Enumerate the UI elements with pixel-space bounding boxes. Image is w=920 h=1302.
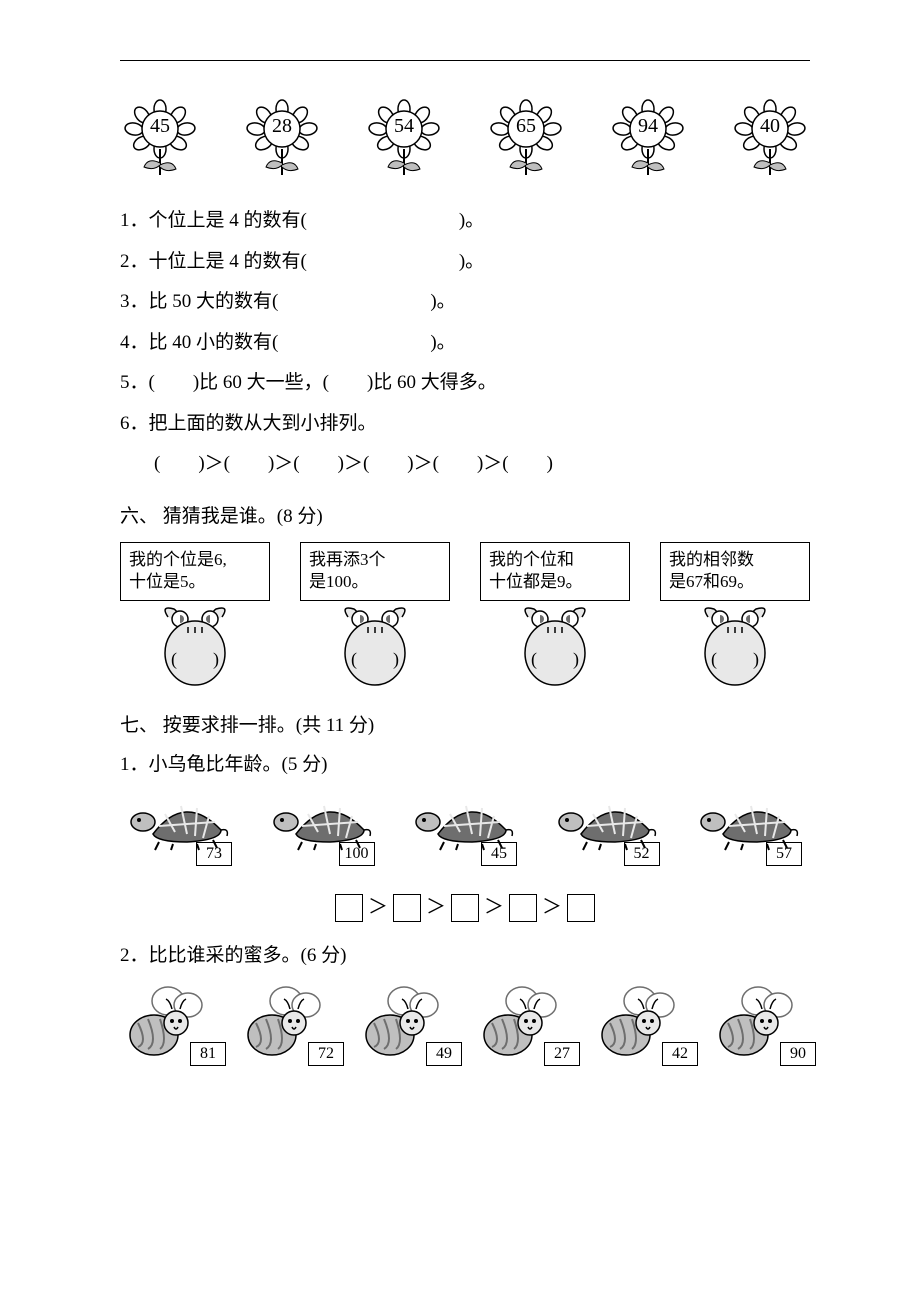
flower-item: 45	[120, 99, 200, 179]
riddle-item: 我的相邻数 是67和69。 ( )	[660, 542, 810, 689]
question-6b: ( )＞( )＞( )＞( )＞( )＞( )	[154, 450, 810, 479]
question-1: 1．个位上是 4 的数有( )。	[120, 207, 810, 236]
riddle-box: 我的个位是6, 十位是5。	[120, 542, 270, 602]
answer-box	[567, 894, 595, 922]
turtle-item: 57	[690, 792, 810, 876]
sunflower-icon	[486, 99, 566, 179]
flower-item: 54	[364, 99, 444, 179]
turtle-item: 52	[548, 792, 668, 876]
sunflower-icon	[364, 99, 444, 179]
bee-count: 90	[780, 1042, 816, 1066]
answer-box	[393, 894, 421, 922]
section-7-sub1-title: 1．小乌龟比年龄。(5 分)	[120, 751, 810, 780]
answer-box	[509, 894, 537, 922]
riddle-line: 十位都是9。	[489, 572, 583, 591]
flower-item: 28	[242, 99, 322, 179]
turtle-item: 100	[263, 792, 383, 876]
sunflower-icon	[242, 99, 322, 179]
bee-count: 27	[544, 1042, 580, 1066]
flower-item: 94	[608, 99, 688, 179]
riddle-line: 是67和69。	[669, 572, 754, 591]
frog-icon: ( )	[510, 603, 600, 688]
turtle-age: 45	[481, 842, 517, 866]
sunflower-icon	[730, 99, 810, 179]
frog-icon: ( )	[690, 603, 780, 688]
riddle-item: 我再添3个 是100。 ( )	[300, 542, 450, 689]
bee-item: 81	[120, 983, 220, 1068]
flower-value: 45	[120, 115, 200, 138]
sunflower-icon	[608, 99, 688, 179]
turtle-ordering: ＞ ＞ ＞ ＞	[120, 890, 810, 922]
frog-icon: ( )	[330, 603, 420, 688]
turtle-row: 73 100 45 52	[120, 792, 810, 876]
riddle-item: 我的个位和 十位都是9。 ( )	[480, 542, 630, 689]
svg-text:( ): ( )	[171, 649, 219, 670]
turtle-age: 100	[339, 842, 375, 866]
page-divider	[120, 60, 810, 61]
riddle-line: 是100。	[309, 572, 369, 591]
sunflower-icon	[120, 99, 200, 179]
riddle-line: 我的个位是6,	[129, 550, 227, 569]
riddle-row: 我的个位是6, 十位是5。 ( ) 我再添3个 是100。 ( )	[120, 542, 810, 689]
question-3: 3．比 50 大的数有( )。	[120, 288, 810, 317]
answer-box	[335, 894, 363, 922]
riddle-line: 十位是5。	[129, 572, 206, 591]
flower-value: 40	[730, 115, 810, 138]
svg-text:( ): ( )	[531, 649, 579, 670]
question-4: 4．比 40 小的数有( )。	[120, 329, 810, 358]
bee-item: 90	[710, 983, 810, 1068]
bee-count: 81	[190, 1042, 226, 1066]
turtle-item: 73	[120, 792, 240, 876]
turtle-age: 73	[196, 842, 232, 866]
bee-count: 42	[662, 1042, 698, 1066]
flower-item: 65	[486, 99, 566, 179]
flower-item: 40	[730, 99, 810, 179]
riddle-line: 我的相邻数	[669, 550, 754, 569]
flower-value: 94	[608, 115, 688, 138]
riddle-box: 我的个位和 十位都是9。	[480, 542, 630, 602]
bee-item: 27	[474, 983, 574, 1068]
bee-row: 81 72 49	[120, 983, 810, 1068]
riddle-line: 我再添3个	[309, 550, 386, 569]
riddle-item: 我的个位是6, 十位是5。 ( )	[120, 542, 270, 689]
flower-row: 45 28	[120, 99, 810, 179]
section-7-sub2-title: 2．比比谁采的蜜多。(6 分)	[120, 942, 810, 971]
flower-value: 65	[486, 115, 566, 138]
svg-text:( ): ( )	[351, 649, 399, 670]
turtle-age: 57	[766, 842, 802, 866]
section-6-title: 六、 猜猜我是谁。(8 分)	[120, 501, 810, 528]
bee-item: 49	[356, 983, 456, 1068]
bee-count: 72	[308, 1042, 344, 1066]
flower-value: 54	[364, 115, 444, 138]
answer-box	[451, 894, 479, 922]
bee-item: 72	[238, 983, 338, 1068]
riddle-line: 我的个位和	[489, 550, 574, 569]
svg-text:( ): ( )	[711, 649, 759, 670]
turtle-age: 52	[624, 842, 660, 866]
flower-value: 28	[242, 115, 322, 138]
turtle-item: 45	[405, 792, 525, 876]
riddle-box: 我再添3个 是100。	[300, 542, 450, 602]
section-7-title: 七、 按要求排一排。(共 11 分)	[120, 710, 810, 737]
riddle-box: 我的相邻数 是67和69。	[660, 542, 810, 602]
question-6a: 6．把上面的数从大到小排列。	[120, 410, 810, 439]
question-2: 2．十位上是 4 的数有( )。	[120, 248, 810, 277]
question-5: 5．( )比 60 大一些，( )比 60 大得多。	[120, 369, 810, 398]
frog-icon: ( )	[150, 603, 240, 688]
bee-count: 49	[426, 1042, 462, 1066]
bee-item: 42	[592, 983, 692, 1068]
